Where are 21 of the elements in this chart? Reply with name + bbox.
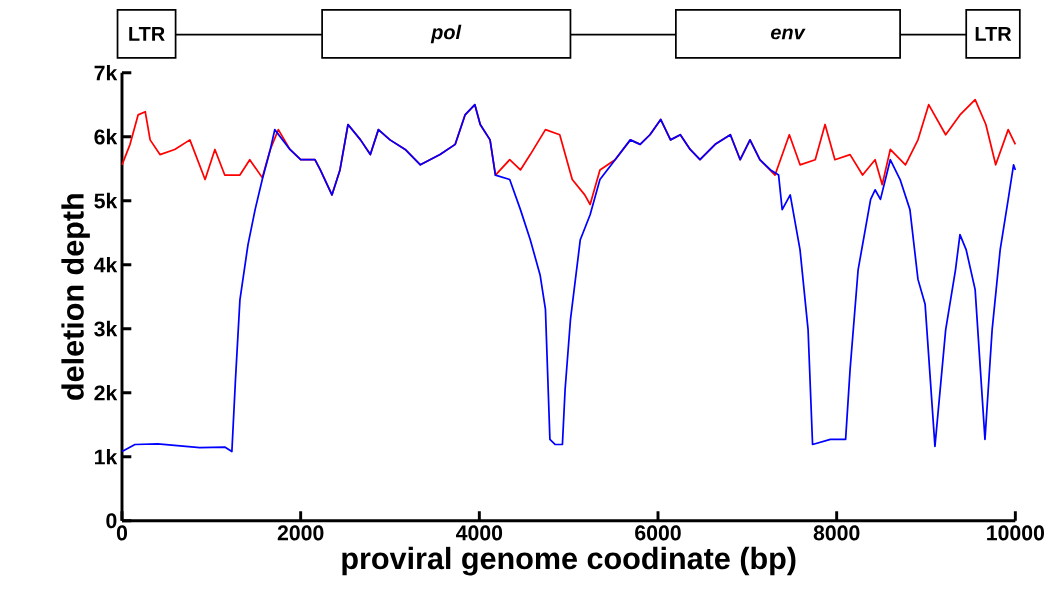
x-tick-label: 6000 (635, 525, 681, 541)
text: env (770, 28, 806, 40)
line-series (121, 103, 1017, 453)
y-tick-label: 3k (94, 320, 118, 337)
x-tick-label: 10000 (987, 525, 1044, 541)
y-tick-label: 1k (95, 448, 118, 465)
y-tick-label: 6k (94, 128, 118, 145)
x-tick-label: 8000 (813, 525, 860, 541)
text: LTR (129, 27, 165, 41)
x-tick-label: 2000 (277, 525, 324, 541)
y-tick-label: 4k (93, 256, 118, 273)
y-axis-title: deletion depth (61, 194, 90, 400)
y-tick-label: 7k (94, 64, 118, 81)
x-tick-label: 0 (116, 525, 128, 541)
text: LTR (975, 27, 1012, 41)
x-tick-label: 4000 (456, 525, 503, 541)
x-axis-title: proviral genome coodinate (bp) (342, 546, 796, 576)
y-tick-label: 2k (94, 384, 118, 401)
text: pol (430, 24, 462, 44)
y-tick-label: 0 (106, 513, 117, 529)
y-tick-label: 5k (94, 192, 118, 209)
